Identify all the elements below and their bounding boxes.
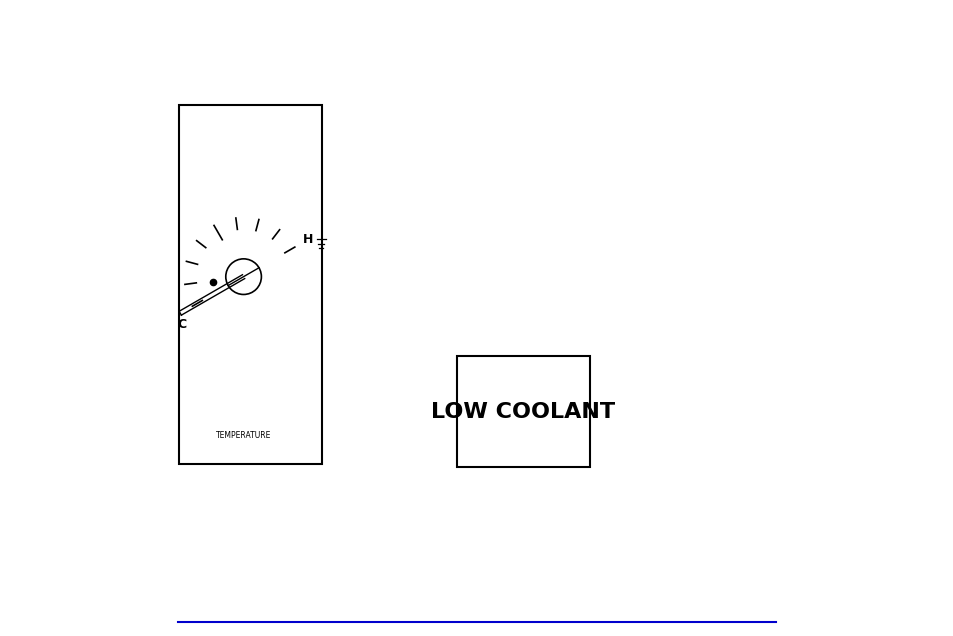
Text: TEMPERATURE: TEMPERATURE (215, 431, 271, 440)
Bar (179, 105, 322, 464)
Text: H: H (302, 233, 313, 246)
Bar (456, 356, 590, 467)
Text: LOW COOLANT: LOW COOLANT (431, 402, 615, 422)
Text: C: C (177, 319, 186, 331)
